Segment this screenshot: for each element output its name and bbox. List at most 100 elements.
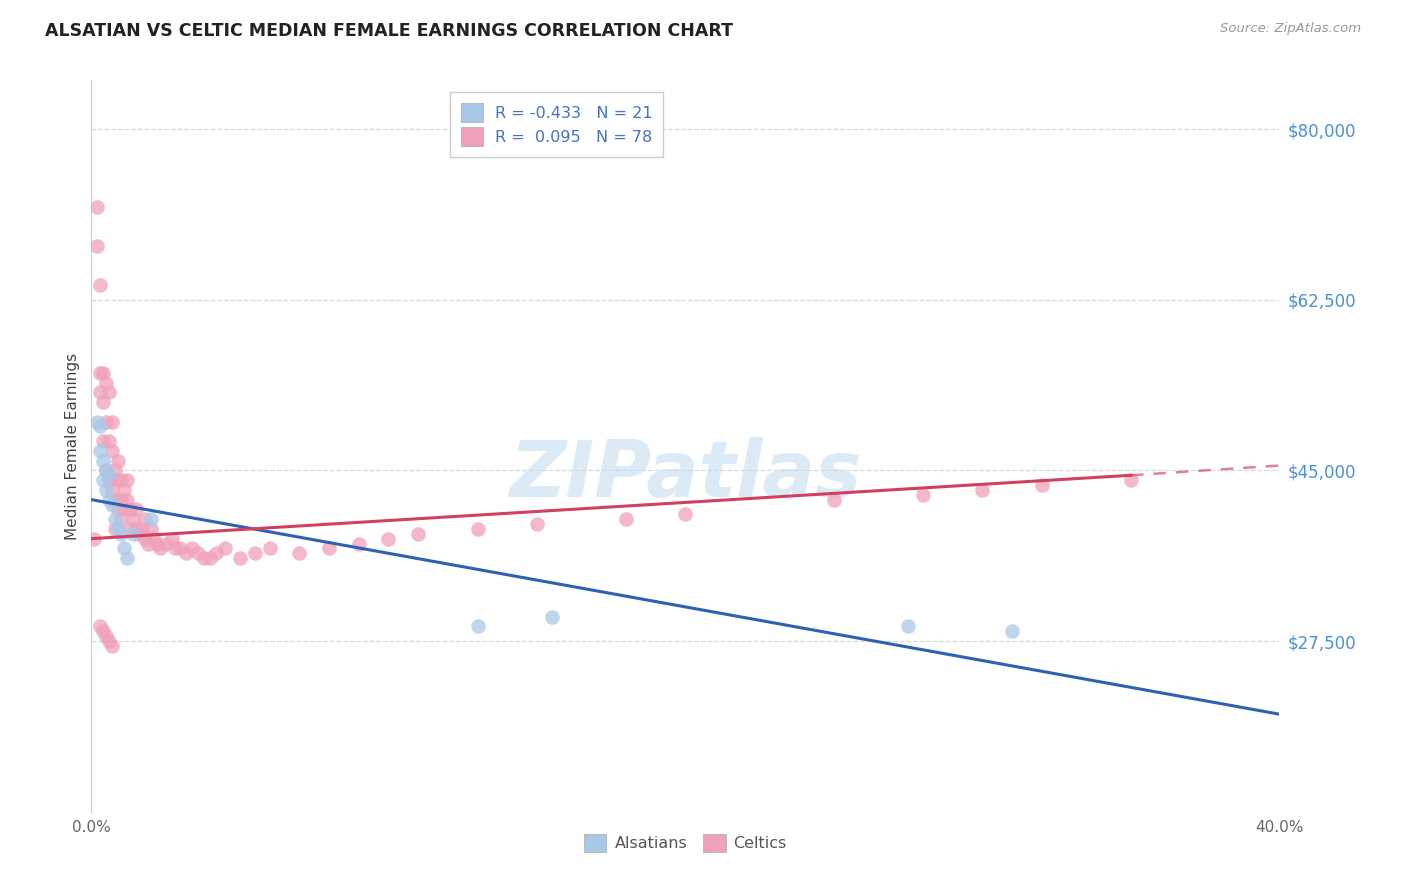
Point [86,239,108,253]
Point [96,483,118,497]
Point [259,541,281,556]
Point [136,536,159,550]
Point [110,526,132,541]
Point [91,473,114,487]
Point [139,512,162,526]
Point [91,453,114,467]
Point [110,473,132,487]
Point [125,522,148,536]
Point [104,512,127,526]
Point [122,512,145,526]
Point [134,512,156,526]
Point [155,536,177,550]
Point [243,546,266,560]
Point [406,526,429,541]
Point [467,522,489,536]
Point [673,508,696,522]
Point [83,532,105,546]
Point [112,541,135,556]
Point [1119,473,1142,487]
Point [467,619,489,633]
Point [377,532,399,546]
Point [91,624,114,639]
Point [118,502,141,516]
Point [125,502,148,516]
Point [118,522,141,536]
Point [149,541,172,556]
Point [112,502,135,516]
Point [229,551,252,566]
Point [98,468,121,483]
Point [101,443,124,458]
Point [131,522,153,536]
Point [214,541,236,556]
Point [107,473,129,487]
Point [96,376,118,390]
Point [89,443,111,458]
Point [205,546,228,560]
Point [98,473,121,487]
Point [98,434,121,449]
Point [101,415,124,429]
Point [89,385,111,400]
Point [89,278,111,293]
Point [823,492,845,507]
Point [101,639,124,653]
Point [107,522,129,536]
Point [86,415,108,429]
Point [347,536,370,550]
Legend: Alsatians, Celtics: Alsatians, Celtics [578,828,793,859]
Point [101,498,124,512]
Point [1001,624,1024,639]
Y-axis label: Median Female Earnings: Median Female Earnings [65,352,80,540]
Point [145,536,167,550]
Point [318,541,340,556]
Point [115,492,138,507]
Point [115,473,138,487]
Point [107,453,129,467]
Point [89,619,111,633]
Point [911,488,934,502]
Point [110,492,132,507]
Point [176,546,198,560]
Point [187,546,209,560]
Point [1031,478,1053,492]
Point [98,492,121,507]
Text: ZIPatlas: ZIPatlas [509,437,862,513]
Point [86,200,108,214]
Point [181,541,204,556]
Point [96,629,118,643]
Point [134,532,156,546]
Point [89,366,111,380]
Point [614,512,637,526]
Point [91,395,114,409]
Point [897,619,920,633]
Point [122,526,145,541]
Point [98,385,121,400]
Point [169,541,191,556]
Point [160,532,183,546]
Point [96,463,118,477]
Point [193,551,215,566]
Text: ALSATIAN VS CELTIC MEDIAN FEMALE EARNINGS CORRELATION CHART: ALSATIAN VS CELTIC MEDIAN FEMALE EARNING… [45,22,733,40]
Point [526,516,548,531]
Text: Source: ZipAtlas.com: Source: ZipAtlas.com [1220,22,1361,36]
Point [91,366,114,380]
Point [91,434,114,449]
Point [104,463,127,477]
Point [107,502,129,516]
Point [540,609,562,624]
Point [96,415,118,429]
Point [163,541,186,556]
Point [96,463,118,477]
Point [104,492,127,507]
Point [288,546,311,560]
Point [112,483,135,497]
Point [104,522,127,536]
Point [128,526,150,541]
Point [972,483,994,497]
Point [89,419,111,434]
Point [98,634,121,648]
Point [142,532,165,546]
Point [101,483,124,497]
